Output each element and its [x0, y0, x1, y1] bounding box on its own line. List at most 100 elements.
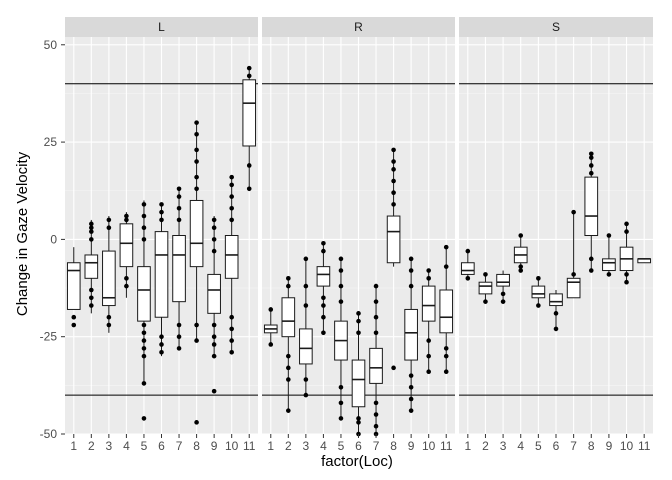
outlier-point	[373, 412, 379, 417]
outlier-point	[211, 225, 217, 231]
outlier-point	[373, 283, 379, 289]
outlier-point	[518, 268, 524, 273]
outlier-point	[229, 182, 234, 188]
outlier-point	[500, 291, 506, 297]
box-R-10	[421, 268, 436, 375]
x-tick-label: 2	[88, 439, 95, 453]
box-R-2	[281, 276, 296, 413]
outlier-point	[500, 299, 506, 304]
x-tick-label: 4	[123, 439, 130, 453]
outlier-point	[159, 349, 164, 355]
x-tick-label: 5	[535, 439, 542, 453]
facet-strip-label: L	[158, 20, 165, 34]
outlier-point	[588, 155, 594, 160]
x-tick-label: 7	[176, 439, 183, 453]
outlier-point	[338, 400, 344, 406]
outlier-point	[426, 369, 431, 375]
box-R-4	[316, 240, 331, 336]
outlier-point	[373, 314, 379, 320]
outlier-point	[141, 237, 147, 242]
outlier-point	[588, 256, 594, 262]
y-tick-label: -50	[40, 427, 58, 441]
outlier-point	[176, 346, 182, 351]
x-tick-label: 8	[193, 439, 200, 453]
outlier-point	[141, 416, 147, 421]
outlier-point	[229, 326, 234, 332]
outlier-point	[356, 330, 361, 336]
y-tick-label: 50	[44, 38, 58, 52]
x-tick-label: 9	[408, 439, 415, 453]
outlier-point	[176, 322, 182, 328]
x-tick-label: 8	[390, 439, 397, 453]
x-axis-title: factor(Loc)	[321, 453, 393, 470]
outlier-point	[426, 338, 431, 343]
box-S-3	[496, 270, 510, 304]
outlier-point	[159, 334, 164, 339]
outlier-point	[286, 408, 291, 413]
box-body	[316, 266, 331, 287]
facet-panel-S: S 1 2 3 4 5 6 7 8 9 10 11	[459, 17, 653, 453]
outlier-point	[141, 381, 147, 386]
outlier-point	[159, 342, 164, 347]
box-R-8	[386, 147, 401, 371]
outlier-point	[624, 229, 629, 234]
outlier-point	[553, 311, 559, 316]
outlier-point	[229, 338, 234, 343]
x-tick-label: 4	[517, 439, 524, 453]
outlier-point	[356, 318, 361, 324]
outlier-point	[106, 314, 112, 320]
outlier-point	[408, 408, 414, 413]
outlier-point	[391, 365, 396, 371]
x-tick-label: 5	[338, 439, 345, 453]
outlier-point	[124, 213, 129, 219]
outlier-point	[624, 272, 629, 277]
box-S-4	[513, 233, 528, 273]
x-tick-label: 11	[440, 439, 453, 453]
outlier-point	[89, 295, 94, 301]
x-tick-label: 6	[553, 439, 560, 453]
box-body	[439, 289, 454, 334]
box-body	[281, 297, 296, 338]
outlier-point	[321, 240, 326, 246]
x-tick-label: 6	[355, 439, 362, 453]
outlier-point	[211, 334, 217, 339]
outlier-point	[286, 283, 291, 289]
outlier-point	[465, 276, 471, 281]
x-tick-label: 1	[70, 439, 77, 453]
outlier-point	[159, 202, 164, 207]
outlier-point	[373, 299, 379, 304]
outlier-point	[246, 73, 252, 79]
box-body	[369, 347, 383, 384]
box-S-1	[460, 248, 475, 281]
outlier-point	[588, 170, 594, 176]
box-body	[531, 285, 546, 299]
x-tick-label: 11	[243, 439, 256, 453]
outlier-point	[443, 346, 449, 351]
box-L-9	[207, 216, 221, 394]
outlier-point	[141, 225, 147, 231]
outlier-point	[141, 322, 147, 328]
outlier-point	[408, 373, 414, 378]
x-tick-label: 6	[158, 439, 165, 453]
outlier-point	[443, 369, 449, 375]
outlier-point	[443, 264, 449, 269]
box-body	[549, 293, 563, 307]
outlier-point	[194, 338, 199, 343]
box-body	[421, 285, 436, 322]
box-S-5	[531, 276, 546, 308]
outlier-point	[89, 303, 94, 308]
outlier-point	[106, 322, 112, 328]
x-tick-label: 1	[464, 439, 471, 453]
box-L-2	[84, 219, 99, 314]
x-tick-label: 5	[141, 439, 148, 453]
facet-strip	[65, 17, 258, 37]
box-L-11	[242, 65, 257, 192]
outlier-point	[624, 279, 629, 285]
box-body	[189, 199, 204, 268]
box-body	[496, 273, 510, 287]
y-axis: -50 -25 0 25 50	[40, 38, 65, 441]
box-body	[102, 250, 116, 307]
y-tick-label: 0	[50, 232, 57, 246]
outlier-point	[426, 268, 431, 273]
